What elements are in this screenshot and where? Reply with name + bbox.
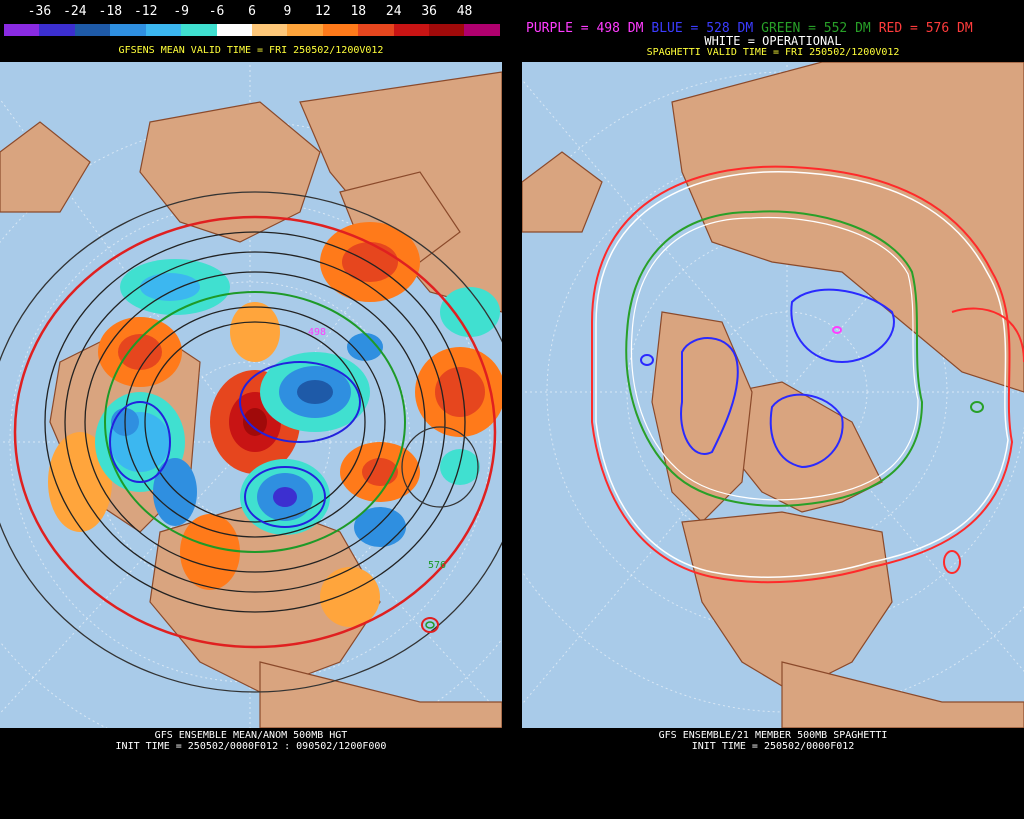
spaghetti-valid-title: SPAGHETTI VALID TIME = FRI 250502/1200V0…	[646, 47, 900, 58]
panel-divider	[502, 0, 522, 819]
legend-swatch	[358, 24, 394, 36]
legend-swatch	[251, 24, 288, 36]
legend-label: 9	[283, 4, 292, 19]
spaghetti-map	[522, 62, 1024, 728]
contour-labels: 498 576	[308, 327, 446, 571]
contour-label-498: 498	[308, 327, 326, 338]
key-blue: BLUE = 528 DM	[651, 21, 754, 36]
key-white: WHITE = OPERATIONAL	[704, 34, 842, 48]
height-contours	[0, 191, 502, 693]
contour-label-576: 576	[428, 560, 446, 571]
legend-label: -9	[173, 4, 189, 19]
negative-anomalies	[95, 259, 500, 547]
spaghetti-footer-init: INIT TIME = 250502/0000F012	[691, 741, 855, 752]
spaghetti-footer-title: GFS ENSEMBLE/21 MEMBER 500MB SPAGHETTI	[658, 730, 888, 741]
legend-label: 48	[456, 4, 473, 19]
anomaly-panel: -36 -24 -18 -12 -9 -6 6 9 12 18 24 36 48 GFSENS MEAN…	[0, 0, 502, 819]
map-footer-title: GFS ENSEMBLE MEAN/ANOM 500MB HGT	[154, 730, 348, 741]
legend-label: -6	[208, 4, 225, 19]
key-red: RED = 576 DM	[878, 21, 973, 36]
spaghetti-panel: PURPLE = 498 DM BLUE = 528 DM GREEN = 552 …	[522, 0, 1024, 819]
legend-swatch	[145, 24, 182, 36]
legend-label: -18	[98, 4, 123, 19]
legend-swatch	[181, 24, 217, 36]
legend-swatch	[393, 24, 430, 36]
anomaly-map-svg: 498 576	[0, 62, 502, 728]
spaghetti-map-svg	[522, 62, 1024, 728]
legend-label: -12	[133, 4, 158, 19]
legend-label: 24	[385, 4, 402, 19]
legend-label: -24	[63, 4, 87, 19]
legend-swatch	[110, 24, 146, 36]
legend-labels: -36 -24 -18 -12 -9 -6 6 9 12 18 24 36 48	[0, 4, 502, 24]
legend-swatch	[287, 24, 323, 36]
positive-anomalies	[48, 222, 502, 627]
spaghetti-key: PURPLE = 498 DM BLUE = 528 DM GREEN = 552 …	[526, 21, 981, 36]
anomaly-map: 498 576	[0, 62, 502, 728]
map-footer-init: INIT TIME = 250502/0000F012 : 090502/120…	[115, 741, 387, 752]
land-masses	[522, 62, 1024, 728]
legend-swatch	[429, 24, 465, 36]
legend-swatch	[464, 24, 500, 36]
color-legend-bar	[4, 24, 500, 36]
legend-swatch	[322, 24, 359, 36]
valid-time-title: GFSENS MEAN VALID TIME = FRI 250502/1200…	[118, 45, 384, 56]
legend-label: 12	[315, 4, 331, 19]
spaghetti-contours	[591, 165, 1024, 584]
key-green: GREEN = 552 DM	[761, 21, 871, 36]
legend-label: -36	[27, 4, 52, 19]
legend-label: 6	[248, 4, 256, 19]
legend-swatch	[39, 24, 75, 36]
legend-label: 18	[350, 4, 367, 19]
legend-swatch	[74, 24, 111, 36]
legend-swatch	[4, 24, 40, 36]
legend-label: 36	[421, 4, 437, 19]
key-purple: PURPLE = 498 DM	[526, 21, 644, 36]
legend-swatch	[216, 24, 252, 36]
